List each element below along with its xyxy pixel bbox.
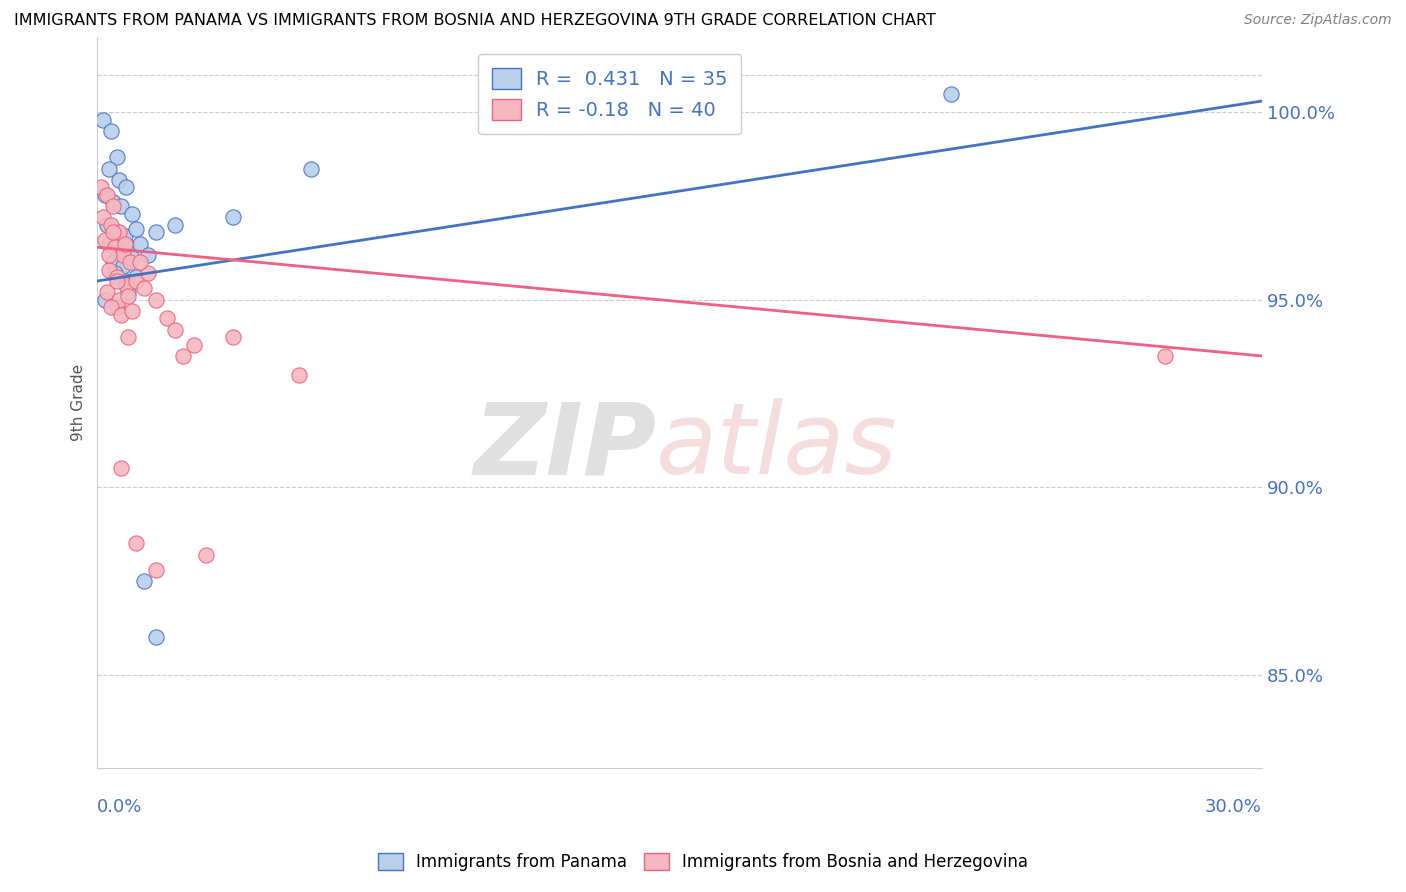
Point xyxy=(101,199,124,213)
Point xyxy=(129,255,152,269)
Point xyxy=(125,536,148,550)
Point xyxy=(110,308,132,322)
Point xyxy=(172,349,194,363)
Legend: R =  0.431   N = 35, R = -0.18   N = 40: R = 0.431 N = 35, R = -0.18 N = 40 xyxy=(478,54,741,134)
Text: Source: ZipAtlas.com: Source: ZipAtlas.com xyxy=(1244,13,1392,28)
Point xyxy=(115,277,138,292)
Point xyxy=(132,281,155,295)
Point xyxy=(299,161,322,176)
Point xyxy=(96,285,118,300)
Point xyxy=(101,195,124,210)
Point xyxy=(105,225,128,239)
Point xyxy=(121,252,143,266)
Point xyxy=(288,368,311,382)
Point xyxy=(125,221,148,235)
Point xyxy=(107,225,129,239)
Point xyxy=(163,218,186,232)
Point xyxy=(136,248,159,262)
Text: ZIP: ZIP xyxy=(474,398,657,495)
Point xyxy=(107,244,129,258)
Point xyxy=(145,225,167,239)
Point xyxy=(94,233,117,247)
Point xyxy=(121,206,143,220)
Point xyxy=(105,300,128,314)
Point xyxy=(91,112,114,127)
Text: 0.0%: 0.0% xyxy=(97,798,143,816)
Point xyxy=(145,293,167,307)
Point xyxy=(125,270,148,285)
Point xyxy=(96,218,118,232)
Point xyxy=(163,323,186,337)
Point xyxy=(120,255,142,269)
Text: atlas: atlas xyxy=(657,398,898,495)
Point xyxy=(101,255,124,269)
Point xyxy=(105,274,128,288)
Point xyxy=(100,300,122,314)
Point xyxy=(941,87,963,101)
Point xyxy=(94,293,117,307)
Point xyxy=(222,211,245,225)
Point xyxy=(145,630,167,644)
Point xyxy=(96,187,118,202)
Point xyxy=(145,563,167,577)
Point xyxy=(121,304,143,318)
Point xyxy=(91,211,114,225)
Point xyxy=(114,229,136,244)
Point xyxy=(111,248,134,262)
Point xyxy=(117,330,139,344)
Point xyxy=(132,574,155,588)
Point xyxy=(104,267,127,281)
Y-axis label: 9th Grade: 9th Grade xyxy=(72,364,86,442)
Text: 30.0%: 30.0% xyxy=(1205,798,1263,816)
Point xyxy=(117,289,139,303)
Point xyxy=(98,161,121,176)
Point xyxy=(183,337,205,351)
Point xyxy=(111,259,134,273)
Point xyxy=(114,236,136,251)
Text: IMMIGRANTS FROM PANAMA VS IMMIGRANTS FROM BOSNIA AND HERZEGOVINA 9TH GRADE CORRE: IMMIGRANTS FROM PANAMA VS IMMIGRANTS FRO… xyxy=(14,13,936,29)
Point xyxy=(117,285,139,300)
Point xyxy=(98,236,121,251)
Point xyxy=(110,199,132,213)
Point xyxy=(100,218,122,232)
Point xyxy=(105,150,128,164)
Point xyxy=(129,236,152,251)
Point xyxy=(105,270,128,285)
Point xyxy=(136,267,159,281)
Point xyxy=(222,330,245,344)
Point xyxy=(110,461,132,475)
Point xyxy=(101,225,124,239)
Point xyxy=(107,293,129,307)
Point xyxy=(98,248,121,262)
Point xyxy=(114,274,136,288)
Point xyxy=(117,240,139,254)
Point xyxy=(107,173,129,187)
Point xyxy=(195,548,218,562)
Point xyxy=(156,311,179,326)
Point xyxy=(115,180,138,194)
Point xyxy=(98,262,121,277)
Legend: Immigrants from Panama, Immigrants from Bosnia and Herzegovina: Immigrants from Panama, Immigrants from … xyxy=(370,845,1036,880)
Point xyxy=(125,274,148,288)
Point xyxy=(100,124,122,138)
Point xyxy=(104,240,127,254)
Point xyxy=(94,187,117,202)
Point xyxy=(90,180,112,194)
Point xyxy=(1153,349,1175,363)
